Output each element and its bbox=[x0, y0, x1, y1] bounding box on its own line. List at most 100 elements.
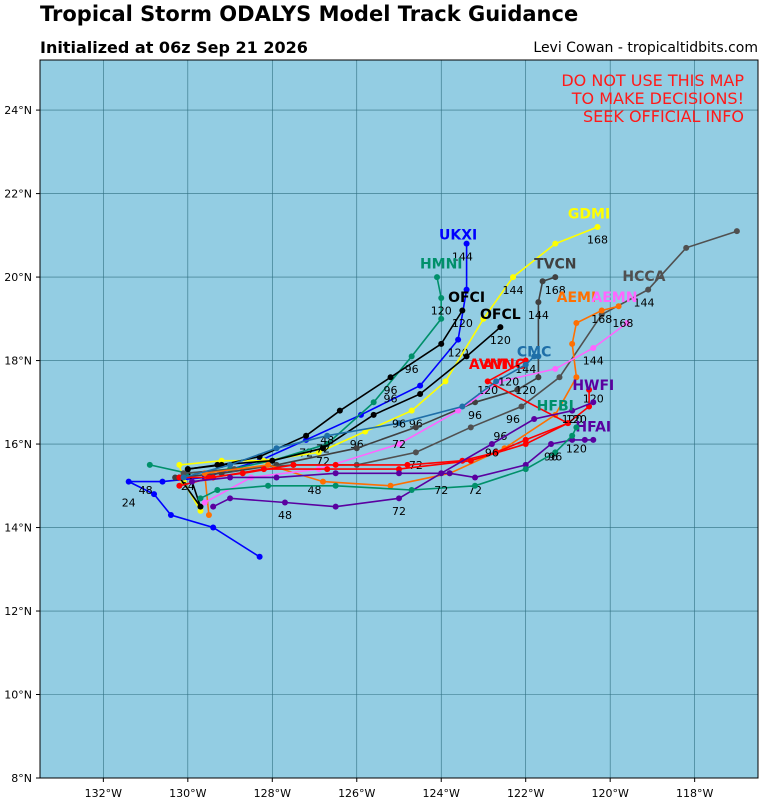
track-point bbox=[180, 470, 187, 477]
track-point bbox=[417, 382, 424, 389]
lat-tick-label: 8°N bbox=[11, 772, 32, 785]
track-point bbox=[598, 307, 605, 314]
track-point bbox=[205, 512, 212, 519]
forecast-hour-label: 168 bbox=[591, 313, 612, 326]
model-name-label: GDMI bbox=[568, 207, 610, 223]
track-point bbox=[189, 478, 196, 485]
forecast-hour-label: 72 bbox=[392, 438, 406, 451]
track-point bbox=[408, 353, 415, 360]
track-line bbox=[200, 426, 578, 500]
track-point bbox=[564, 420, 571, 427]
track-point bbox=[539, 278, 546, 285]
track-point bbox=[590, 436, 597, 443]
track-point bbox=[573, 424, 580, 431]
track-hwfi: 48 72 96 120 HWFI bbox=[210, 378, 614, 522]
forecast-hour-label: 96 bbox=[384, 392, 398, 405]
track-point bbox=[645, 286, 652, 293]
forecast-hour-label: 96 bbox=[405, 363, 419, 376]
warning-line-3: SEEK OFFICIAL INFO bbox=[583, 107, 744, 126]
track-point bbox=[531, 353, 538, 360]
track-point bbox=[463, 353, 470, 360]
forecast-hour-label: 120 bbox=[477, 384, 498, 397]
forecast-hour-label: 144 bbox=[633, 296, 654, 309]
track-point bbox=[590, 399, 597, 406]
model-name-label: HMNI bbox=[420, 257, 463, 273]
track-point bbox=[586, 386, 593, 393]
lat-tick-label: 20°N bbox=[4, 271, 32, 284]
track-point bbox=[218, 457, 225, 464]
track-point bbox=[227, 461, 234, 468]
track-point bbox=[573, 319, 580, 326]
track-point bbox=[594, 223, 601, 230]
track-point bbox=[514, 386, 521, 393]
lon-tick-label: 132°W bbox=[85, 787, 122, 800]
forecast-hour-label: 144 bbox=[452, 250, 473, 263]
track-point bbox=[522, 466, 529, 473]
track-point bbox=[324, 466, 331, 473]
lat-tick-label: 24°N bbox=[4, 104, 32, 117]
forecast-hour-label: 72 bbox=[468, 484, 482, 497]
model-name-label: HWFI bbox=[572, 378, 614, 394]
track-point bbox=[484, 378, 491, 385]
lon-tick-label: 118°W bbox=[676, 787, 713, 800]
track-point bbox=[227, 474, 234, 481]
forecast-hour-label: 96 bbox=[506, 413, 520, 426]
track-point bbox=[552, 449, 559, 456]
track-point bbox=[353, 445, 360, 452]
model-tracks: 24487296120144UKXI2496144168GDMI4896120H… bbox=[122, 207, 740, 560]
page-title: Tropical Storm ODALYS Model Track Guidan… bbox=[40, 2, 579, 26]
forecast-hour-label: 144 bbox=[528, 309, 549, 322]
lon-tick-label: 130°W bbox=[169, 787, 206, 800]
track-point bbox=[370, 399, 377, 406]
track-point bbox=[459, 307, 466, 314]
track-point bbox=[281, 499, 288, 506]
track-point bbox=[472, 482, 479, 489]
track-point bbox=[404, 461, 411, 468]
track-point bbox=[438, 340, 445, 347]
forecast-hour-label: 24 bbox=[122, 497, 136, 510]
forecast-hour-label: 144 bbox=[503, 284, 524, 297]
forecast-hour-label: 120 bbox=[566, 442, 587, 455]
track-point bbox=[522, 436, 529, 443]
track-point bbox=[493, 378, 500, 385]
model-name-label: AEMI bbox=[557, 290, 597, 306]
track-point bbox=[573, 374, 580, 381]
track-point bbox=[434, 274, 441, 281]
forecast-hour-label: 168 bbox=[545, 284, 566, 297]
track-point bbox=[303, 432, 310, 439]
track-point bbox=[184, 466, 191, 473]
track-point bbox=[396, 420, 402, 427]
track-point bbox=[332, 470, 339, 477]
track-point bbox=[531, 416, 538, 422]
forecast-hour-label: 48 bbox=[308, 484, 322, 497]
track-point bbox=[332, 482, 339, 489]
track-point bbox=[624, 319, 631, 326]
track-line bbox=[183, 355, 539, 479]
track-point bbox=[522, 461, 529, 468]
lat-tick-label: 10°N bbox=[4, 689, 32, 702]
track-point bbox=[172, 474, 179, 481]
track-point bbox=[197, 503, 204, 510]
track-point bbox=[569, 436, 576, 443]
model-name-label: HFAI bbox=[575, 420, 611, 436]
lat-tick-label: 16°N bbox=[4, 438, 32, 451]
track-point bbox=[396, 441, 402, 448]
track-point bbox=[569, 432, 576, 439]
track-point bbox=[273, 445, 280, 452]
track-point bbox=[733, 228, 740, 235]
model-name-label: HFBI bbox=[537, 399, 574, 415]
track-line bbox=[212, 401, 594, 508]
forecast-hour-label: 72 bbox=[434, 484, 448, 497]
track-point bbox=[176, 482, 183, 489]
ocean-area bbox=[40, 60, 758, 778]
model-name-label: UKXI bbox=[439, 228, 477, 244]
track-point bbox=[598, 311, 605, 318]
forecast-hour-label: 96 bbox=[548, 451, 562, 464]
model-name-label: OFCI bbox=[448, 290, 485, 306]
track-point bbox=[408, 407, 415, 414]
track-point bbox=[197, 495, 204, 502]
track-point bbox=[324, 432, 331, 439]
track-point bbox=[336, 407, 343, 414]
track-point bbox=[467, 424, 474, 431]
